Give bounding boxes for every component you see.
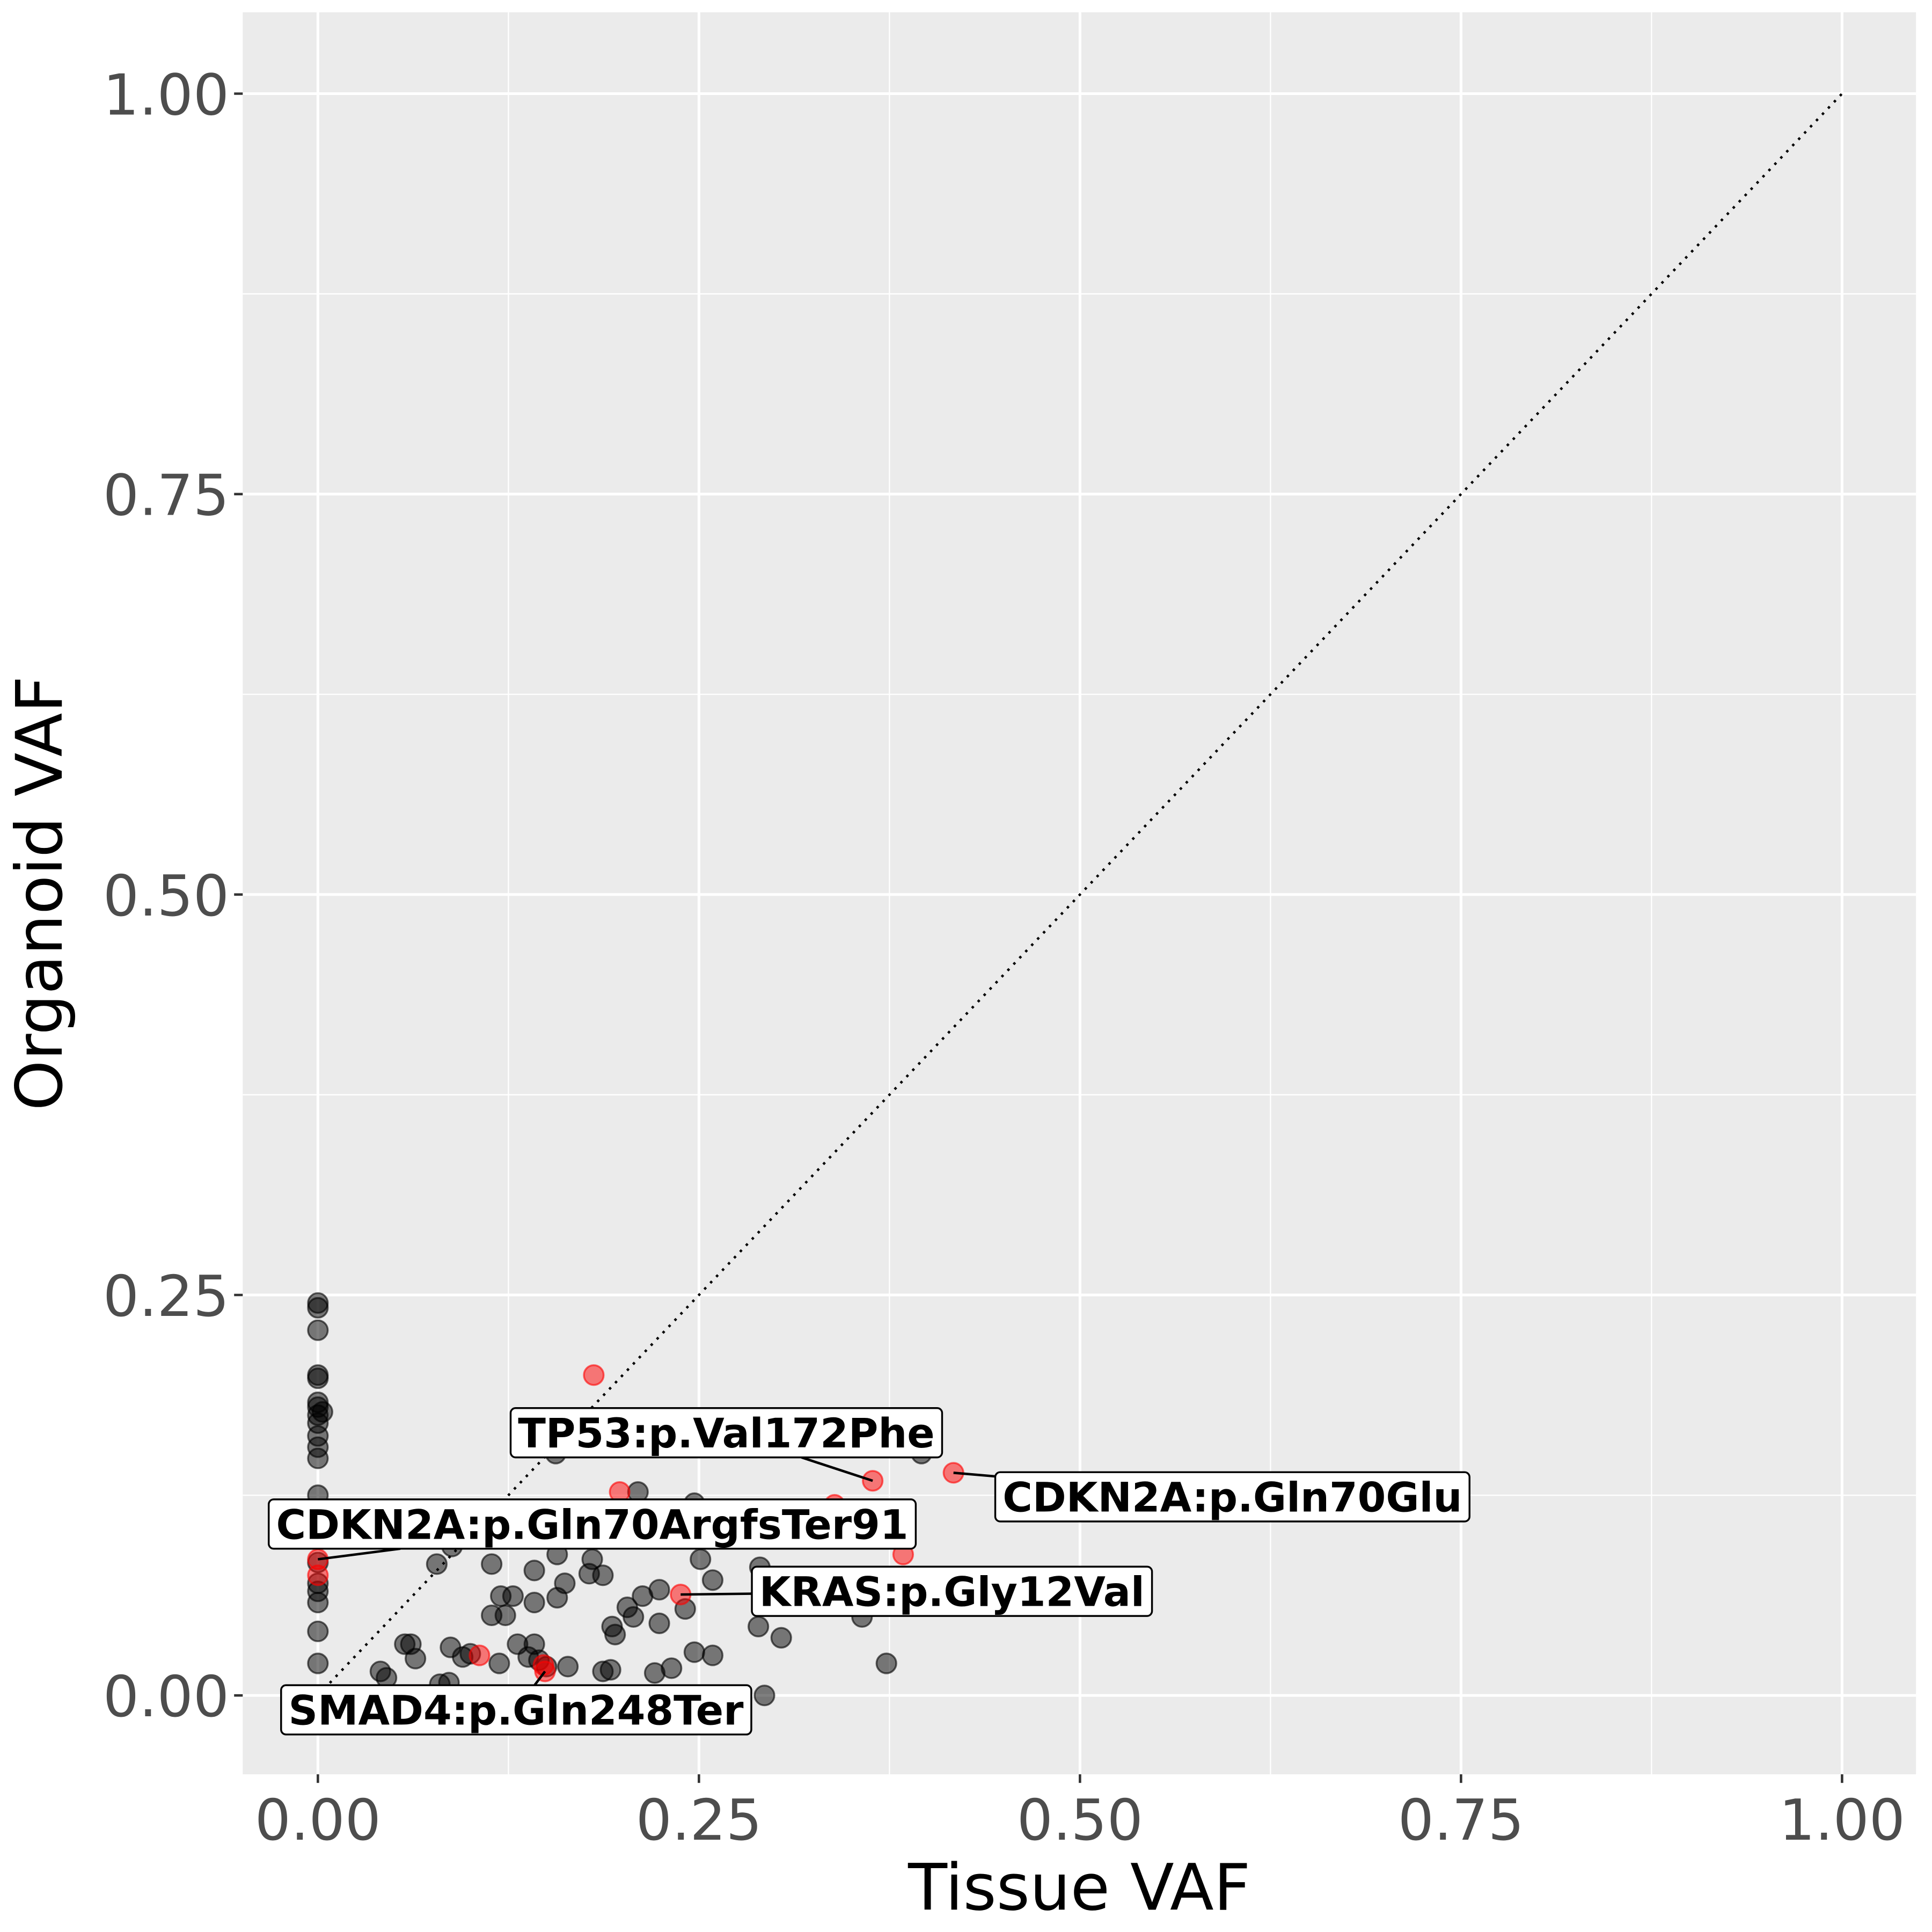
axes: 0.00 0.00 0.25 0.25 0.50 0.50 0.75 0.75 1.00 1.00 <box>103 62 1905 1853</box>
x-tick-label: 1.00 <box>1779 1787 1905 1853</box>
annotation-label: CDKN2A:p.Gln70Glu <box>953 1471 1470 1523</box>
point-other <box>648 1579 670 1601</box>
x-tick-label: 0.25 <box>636 1787 762 1853</box>
point-other <box>523 1560 545 1582</box>
point-other <box>701 1644 724 1666</box>
y-tick-label: 0.75 <box>103 463 229 529</box>
data-points <box>307 1292 964 1707</box>
identity-reference-line <box>317 92 1843 1696</box>
annotation-box <box>751 1565 1153 1617</box>
point-other <box>770 1627 792 1649</box>
point-highlight <box>469 1644 491 1666</box>
point-other <box>554 1572 576 1594</box>
annotation-label: KRAS:p.Gly12Val <box>680 1565 1153 1617</box>
y-tick-label: 1.00 <box>103 62 229 128</box>
point-other <box>426 1553 448 1575</box>
point-other <box>599 1659 621 1681</box>
annotation-leader-line <box>533 1671 546 1686</box>
y-tick-label: 0.50 <box>103 863 229 929</box>
x-tick-label: 0.00 <box>255 1787 381 1853</box>
annotation-text: CDKN2A:p.Gln70ArgfsTer91 <box>276 1501 909 1548</box>
point-other <box>592 1564 614 1586</box>
point-other <box>307 1620 329 1642</box>
point-highlight <box>583 1364 605 1386</box>
annotation-box <box>994 1471 1470 1523</box>
point-other <box>701 1569 724 1591</box>
annotation-label: CDKN2A:p.Gln70ArgfsTer91 <box>268 1498 917 1561</box>
annotation-leader-line <box>801 1456 873 1482</box>
annotation-text: CDKN2A:p.Gln70Glu <box>1002 1474 1462 1521</box>
point-other <box>307 1367 329 1389</box>
point-other <box>502 1585 524 1607</box>
y-tick-label: 0.25 <box>103 1263 229 1329</box>
point-other <box>648 1612 670 1634</box>
point-other <box>604 1623 626 1645</box>
x-tick-label: 0.50 <box>1017 1787 1143 1853</box>
x-axis-title: Tissue VAF <box>908 1851 1250 1926</box>
point-other <box>683 1641 705 1663</box>
annotation-box <box>509 1407 943 1459</box>
y-tick-label: 0.00 <box>103 1664 229 1730</box>
annotation-text: TP53:p.Val172Phe <box>518 1410 934 1457</box>
point-other <box>405 1648 427 1670</box>
point-other <box>307 1591 329 1614</box>
point-highlight <box>307 1564 329 1586</box>
point-other <box>748 1615 770 1637</box>
point-other <box>623 1606 645 1628</box>
point-other <box>488 1652 510 1674</box>
point-other <box>875 1652 897 1674</box>
annotation-text: KRAS:p.Gly12Val <box>759 1569 1145 1616</box>
point-other <box>753 1685 775 1707</box>
point-highlight <box>534 1660 556 1682</box>
point-other <box>307 1447 329 1469</box>
annotation-box <box>268 1498 917 1550</box>
point-other <box>481 1553 503 1575</box>
point-other <box>523 1591 545 1614</box>
x-tick-label: 0.75 <box>1398 1787 1524 1853</box>
y-axis-title: Organoid VAF <box>3 676 77 1111</box>
annotation-leader-line <box>953 1472 996 1478</box>
point-other <box>307 1297 329 1319</box>
annotation-leader-line <box>318 1547 401 1561</box>
annotation-leader-line <box>680 1592 752 1596</box>
annotation-label: TP53:p.Val172Phe <box>509 1407 943 1482</box>
point-other <box>307 1652 329 1674</box>
point-other <box>557 1656 579 1678</box>
point-other <box>494 1604 516 1627</box>
point-other <box>307 1319 329 1341</box>
annotation-text: SMAD4:p.Gln248Ter <box>289 1687 744 1735</box>
point-other <box>661 1657 683 1679</box>
annotation-label: SMAD4:p.Gln248Ter <box>280 1671 752 1736</box>
annotation-box <box>280 1684 752 1736</box>
point-other <box>581 1548 603 1570</box>
annotations: TP53:p.Val172Phe CDKN2A:p.Gln70Glu CDKN2A:… <box>268 1407 1470 1736</box>
point-other <box>690 1548 712 1570</box>
